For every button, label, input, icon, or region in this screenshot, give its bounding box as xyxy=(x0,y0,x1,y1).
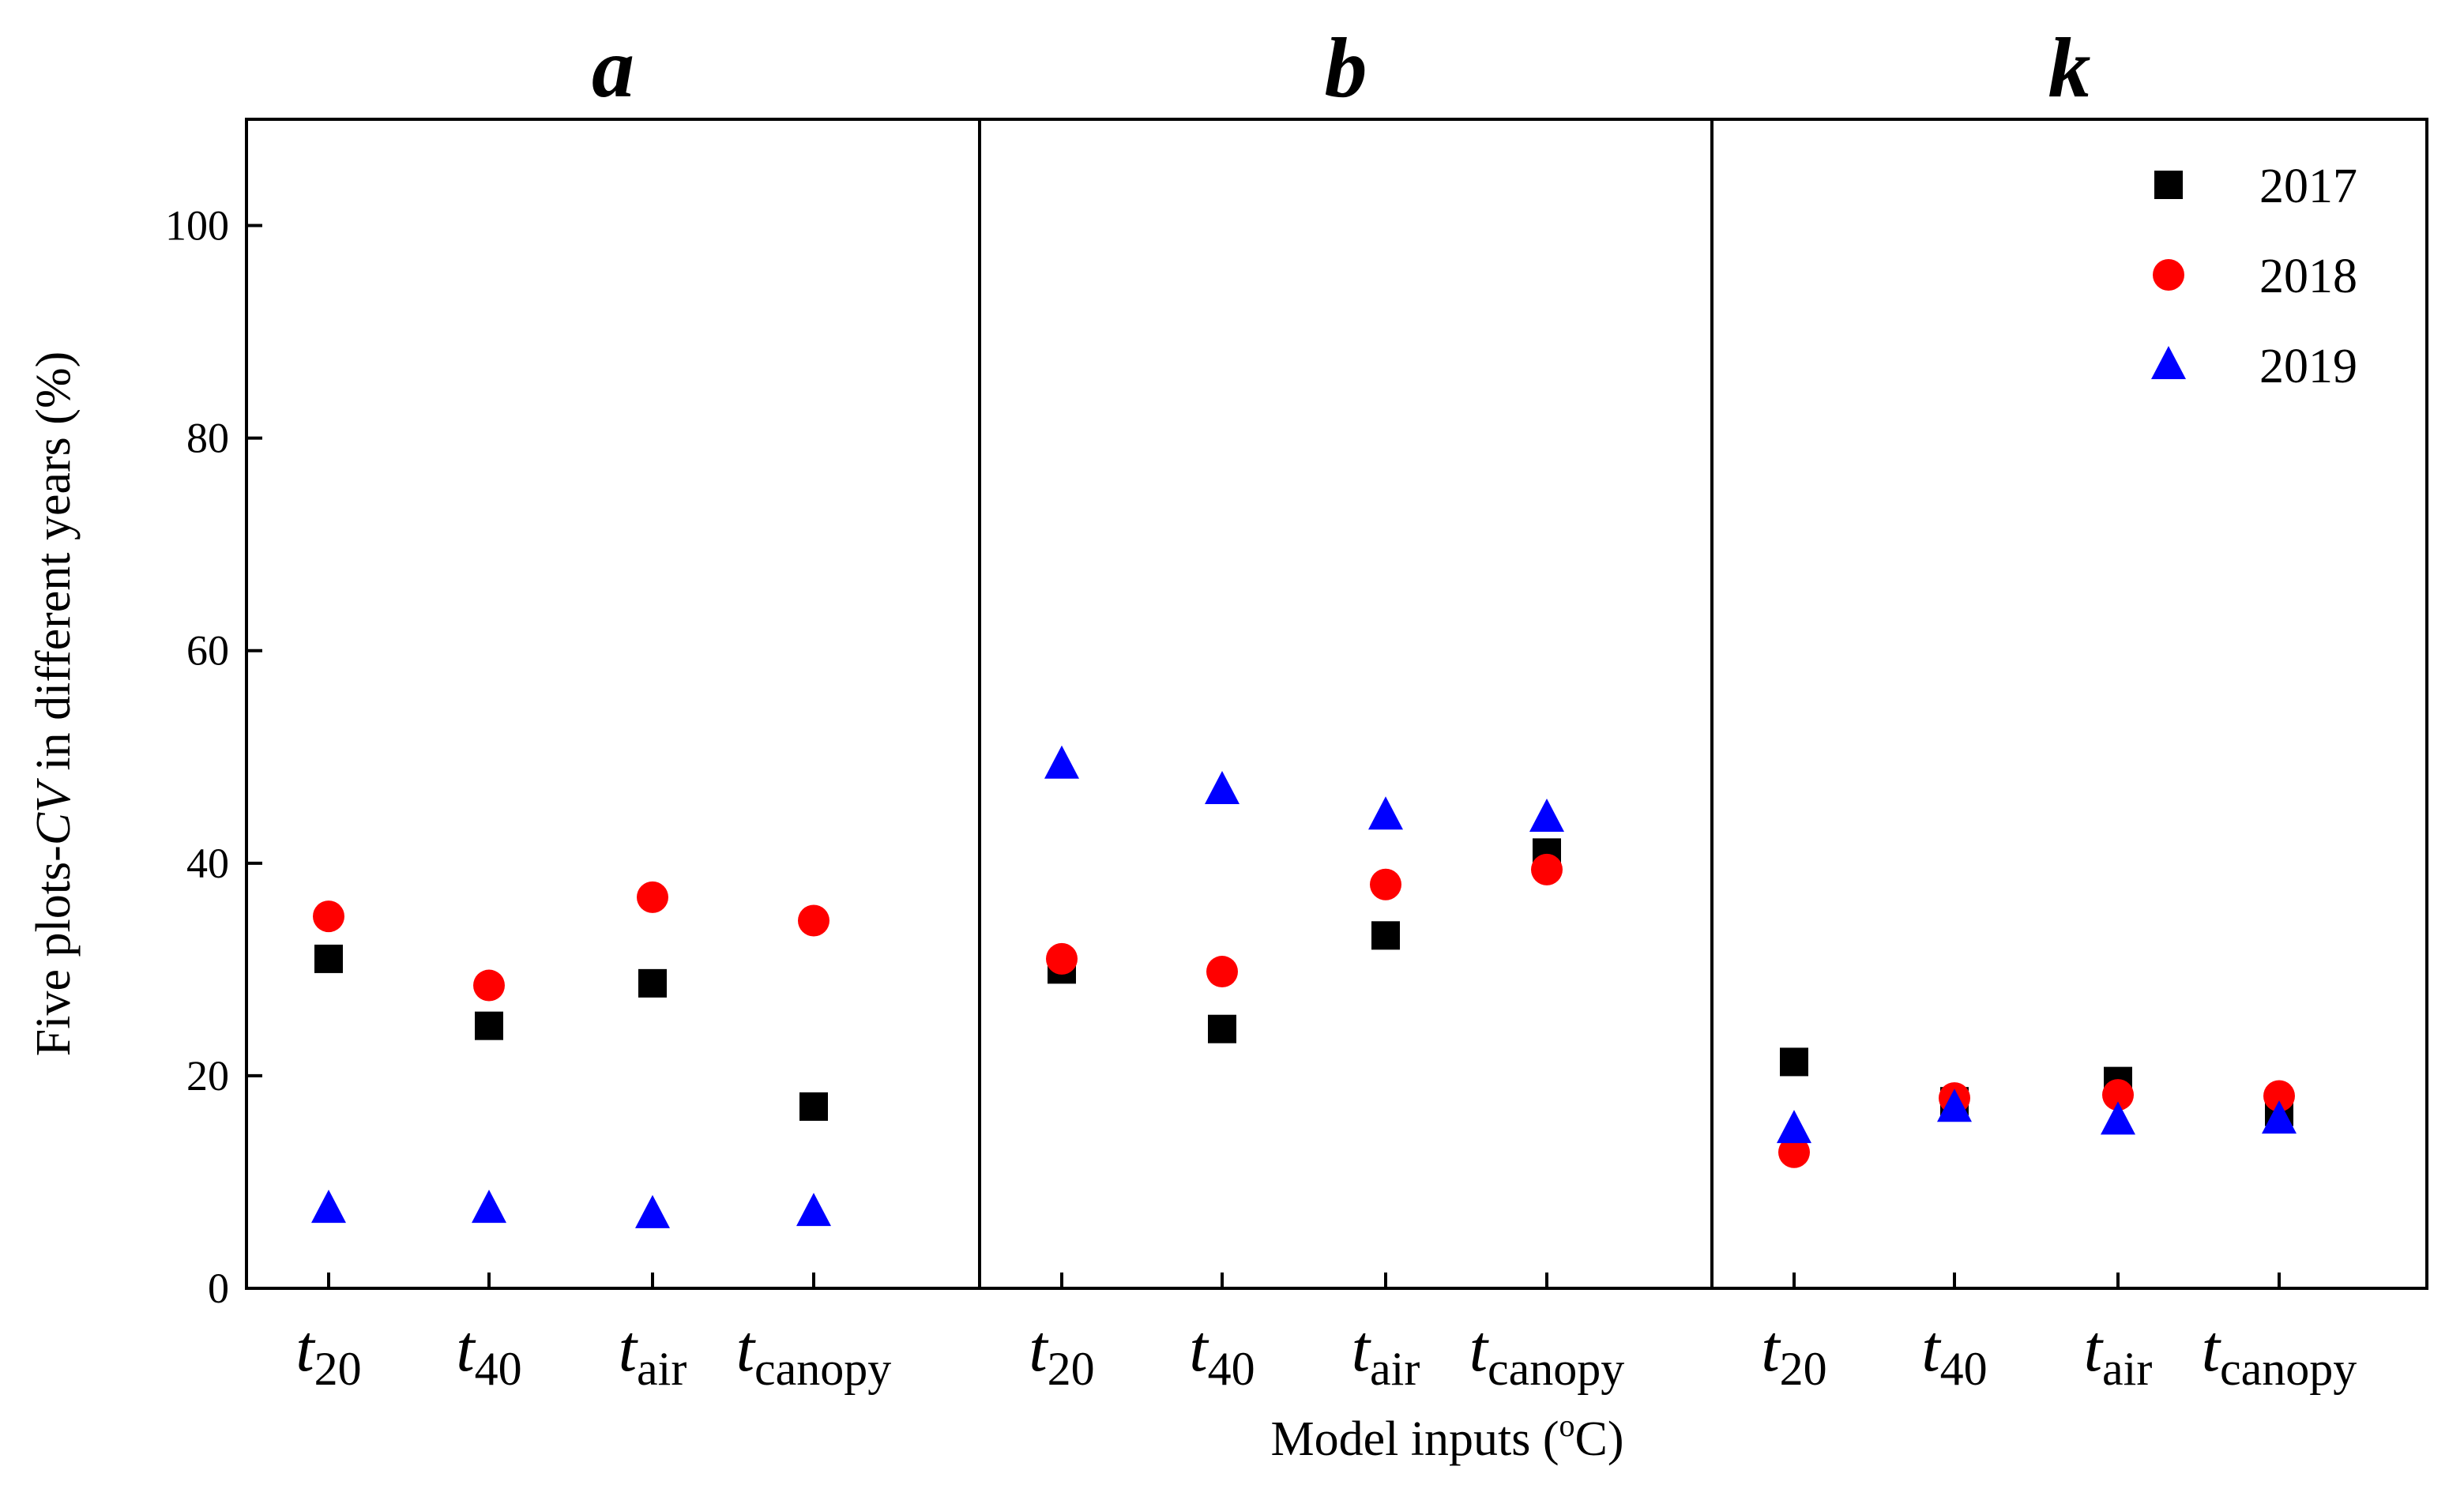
x-tick-label: t20 xyxy=(1761,1312,1826,1395)
y-tick-label: 80 xyxy=(186,415,229,462)
legend-label-2018: 2018 xyxy=(2259,250,2357,303)
y-tick-label: 0 xyxy=(208,1265,229,1312)
y-tick-label: 20 xyxy=(186,1052,229,1100)
x-tick-label: tair xyxy=(2084,1312,2153,1395)
y-tick-label: 100 xyxy=(165,202,229,250)
x-tick-label: t20 xyxy=(1029,1312,1094,1395)
point-2018-a-air xyxy=(637,881,668,913)
x-tick-label: t40 xyxy=(1921,1312,1987,1395)
point-2019-k-air xyxy=(2101,1101,2135,1135)
legend-marker-2017 xyxy=(2154,171,2183,199)
point-2018-a-20 xyxy=(313,900,344,933)
x-tick-label: t40 xyxy=(1189,1312,1255,1395)
panel-title-k: k xyxy=(2048,21,2091,115)
point-2019-a-canopy xyxy=(796,1193,831,1227)
point-2019-b-air xyxy=(1368,796,1403,830)
panel-title-a: a xyxy=(592,21,634,115)
x-tick-label-sub: air xyxy=(637,1343,687,1395)
point-2017-a-canopy xyxy=(799,1092,828,1121)
x-tick-label-base: t xyxy=(1761,1312,1781,1385)
x-tick-label-sub: air xyxy=(2102,1343,2152,1395)
point-2018-a-40 xyxy=(473,969,505,1002)
point-2018-a-canopy xyxy=(798,904,829,937)
point-2019-b-canopy xyxy=(1529,798,1564,832)
x-tick-label-sub: 40 xyxy=(1940,1343,1988,1395)
x-tick-label: t40 xyxy=(456,1312,521,1395)
point-2018-b-40 xyxy=(1206,956,1238,988)
x-tick-label-sub: 40 xyxy=(475,1343,522,1395)
point-2019-k-20 xyxy=(1777,1110,1811,1144)
x-axis-label-prefix: Model inputs ( xyxy=(1270,1412,1559,1466)
point-2019-k-canopy xyxy=(2262,1100,2297,1134)
x-tick-label: tair xyxy=(1352,1312,1420,1395)
point-2019-b-40 xyxy=(1205,770,1240,804)
y-axis-label-italic: CV xyxy=(27,778,81,845)
y-axis-label-prefix: Five plots- xyxy=(27,845,81,1056)
x-tick-label: tcanopy xyxy=(2202,1312,2357,1395)
x-axis-label-suffix: C) xyxy=(1575,1412,1624,1466)
x-tick-label-base: t xyxy=(2084,1312,2105,1385)
point-2018-b-canopy xyxy=(1531,853,1563,885)
legend-marker-2019 xyxy=(2151,346,2186,379)
point-2019-a-40 xyxy=(472,1190,506,1224)
x-tick-label-base: t xyxy=(2202,1312,2222,1385)
x-axis-label-degree: o xyxy=(1559,1408,1575,1443)
legend-label-2019: 2019 xyxy=(2259,340,2357,393)
legend-marker-2018 xyxy=(2153,259,2184,291)
y-axis-label: Five plots-CV in different years (%) xyxy=(27,352,81,1056)
point-2018-k-canopy xyxy=(2263,1080,2295,1112)
point-2019-a-air xyxy=(635,1194,670,1228)
x-tick-label: tcanopy xyxy=(1469,1312,1625,1395)
x-tick-label: tair xyxy=(619,1312,687,1395)
x-tick-label-base: t xyxy=(1189,1312,1209,1385)
point-2017-a-40 xyxy=(475,1011,503,1040)
x-tick-label-sub: 20 xyxy=(314,1343,362,1395)
plot-frame xyxy=(245,118,2428,1290)
x-tick-label-base: t xyxy=(1029,1312,1049,1385)
point-2017-b-40 xyxy=(1208,1014,1236,1043)
point-2017-a-20 xyxy=(314,944,343,973)
x-tick-label: t20 xyxy=(295,1312,361,1395)
x-tick-label-base: t xyxy=(736,1312,757,1385)
point-2018-k-air xyxy=(2102,1079,2134,1111)
legend-label-2017: 2017 xyxy=(2259,160,2357,213)
x-tick-label-sub: 20 xyxy=(1780,1343,1827,1395)
point-2018-b-air xyxy=(1370,868,1401,900)
point-2018-k-20 xyxy=(1778,1136,1810,1168)
point-2019-a-20 xyxy=(311,1190,346,1224)
point-2019-k-40 xyxy=(1937,1088,1972,1122)
x-tick-label-base: t xyxy=(456,1312,476,1385)
x-tick-label-sub: canopy xyxy=(2220,1343,2357,1395)
x-tick-label-base: t xyxy=(619,1312,639,1385)
x-tick-label-sub: canopy xyxy=(1488,1343,1624,1395)
x-tick-label-sub: canopy xyxy=(754,1343,891,1395)
x-axis-label: Model inputs (oC) xyxy=(1270,1408,1623,1466)
x-tick-label-base: t xyxy=(1352,1312,1372,1385)
y-tick-label: 60 xyxy=(186,627,229,675)
point-2018-b-20 xyxy=(1046,942,1078,975)
x-tick-label-sub: air xyxy=(1370,1343,1420,1395)
point-2017-b-air xyxy=(1371,921,1400,950)
x-tick-label-sub: 40 xyxy=(1208,1343,1255,1395)
x-tick-label-sub: 20 xyxy=(1048,1343,1095,1395)
point-2017-a-air xyxy=(638,968,667,998)
point-2017-k-20 xyxy=(1780,1047,1808,1077)
y-axis-label-suffix: in different years (%) xyxy=(27,352,81,783)
x-tick-label-base: t xyxy=(295,1312,316,1385)
x-tick-label-base: t xyxy=(1469,1312,1490,1385)
y-tick-label: 40 xyxy=(186,840,229,887)
x-tick-label: tcanopy xyxy=(736,1312,892,1395)
point-2019-b-20 xyxy=(1044,745,1079,779)
panel-title-b: b xyxy=(1325,21,1367,115)
x-tick-label-base: t xyxy=(1921,1312,1942,1385)
